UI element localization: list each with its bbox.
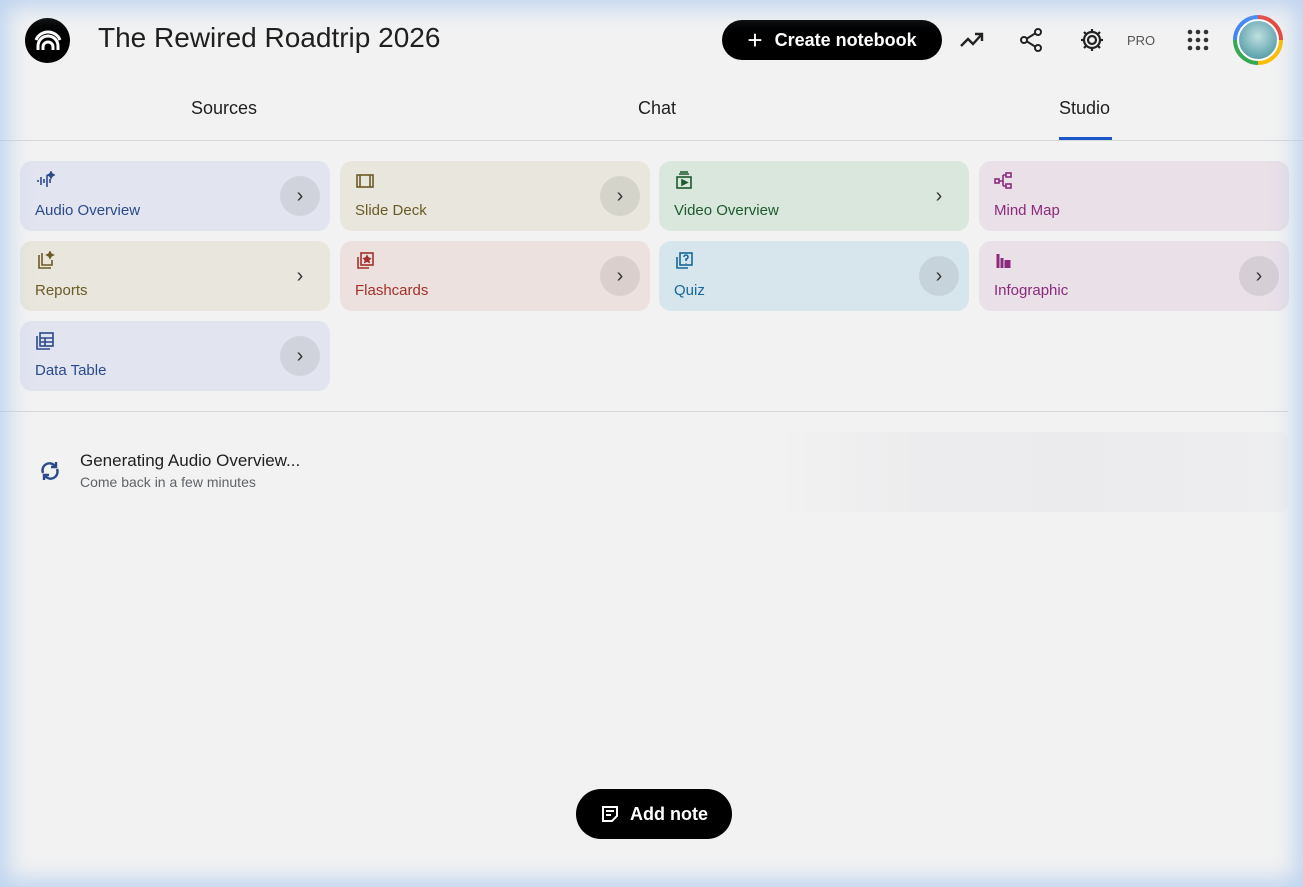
infographic-icon xyxy=(994,251,1014,271)
chevron-right-icon[interactable]: › xyxy=(280,336,320,376)
studio-card-label: Slide Deck xyxy=(355,202,427,219)
studio-card-label: Data Table xyxy=(35,362,107,379)
apps-grid-icon[interactable] xyxy=(1184,26,1212,54)
video-icon xyxy=(674,171,694,191)
chevron-right-icon[interactable]: › xyxy=(1239,256,1279,296)
studio-card-video-overview[interactable]: Video Overview › xyxy=(659,161,969,231)
tab-sources[interactable]: Sources xyxy=(191,98,258,118)
analytics-trend-icon[interactable] xyxy=(958,26,986,54)
tab-divider xyxy=(0,140,1303,141)
mind-map-icon xyxy=(994,171,1014,191)
audio-waveform-sparkle-icon xyxy=(35,170,56,191)
create-notebook-button[interactable]: + Create notebook xyxy=(722,20,942,60)
studio-card-slide-deck[interactable]: Slide Deck › xyxy=(340,161,650,231)
chevron-right-icon[interactable]: › xyxy=(280,176,320,216)
studio-card-label: Flashcards xyxy=(355,282,429,299)
data-table-icon xyxy=(35,331,55,351)
chevron-right-icon[interactable]: › xyxy=(296,264,304,287)
create-notebook-label: Create notebook xyxy=(774,29,917,50)
notebook-title[interactable]: The Rewired Roadtrip 2026 xyxy=(98,22,441,53)
studio-card-label: Quiz xyxy=(674,282,705,299)
active-tab-indicator xyxy=(1059,137,1112,140)
studio-card-flashcards[interactable]: Flashcards › xyxy=(340,241,650,311)
studio-card-infographic[interactable]: Infographic › xyxy=(979,241,1289,311)
sync-loading-icon xyxy=(38,459,62,483)
studio-card-audio-overview[interactable]: Audio Overview › xyxy=(20,161,330,231)
loading-placeholder xyxy=(770,432,1288,512)
chevron-right-icon[interactable]: › xyxy=(600,256,640,296)
studio-card-label: Mind Map xyxy=(994,202,1060,219)
user-avatar[interactable] xyxy=(1233,15,1283,65)
studio-card-label: Video Overview xyxy=(674,202,779,219)
section-divider xyxy=(0,411,1288,412)
reports-icon xyxy=(35,250,55,271)
add-note-button[interactable]: Add note xyxy=(576,789,732,839)
studio-card-label: Infographic xyxy=(994,282,1069,299)
share-icon[interactable] xyxy=(1017,26,1045,54)
settings-gear-icon[interactable] xyxy=(1078,26,1106,54)
tab-studio[interactable]: Studio xyxy=(1059,98,1111,118)
slides-icon xyxy=(355,171,375,191)
flashcards-icon xyxy=(355,251,375,271)
studio-card-label: Reports xyxy=(35,282,88,299)
add-note-label: Add note xyxy=(630,803,708,824)
notebooklm-logo[interactable] xyxy=(25,18,70,63)
plus-icon: + xyxy=(747,25,763,55)
note-icon xyxy=(602,806,618,822)
studio-card-label: Audio Overview xyxy=(35,202,141,219)
quiz-icon xyxy=(674,251,694,271)
generating-title: Generating Audio Overview... xyxy=(80,451,301,470)
tab-chat[interactable]: Chat xyxy=(638,98,677,118)
pro-badge: PRO xyxy=(1127,33,1156,48)
studio-card-data-table[interactable]: Data Table › xyxy=(20,321,330,391)
chevron-right-icon[interactable]: › xyxy=(919,256,959,296)
generating-subtitle: Come back in a few minutes xyxy=(80,474,256,490)
chevron-right-icon[interactable]: › xyxy=(600,176,640,216)
chevron-right-icon[interactable]: › xyxy=(935,184,943,207)
studio-card-quiz[interactable]: Quiz › xyxy=(659,241,969,311)
studio-card-mind-map[interactable]: Mind Map xyxy=(979,161,1289,231)
studio-card-reports[interactable]: Reports › xyxy=(20,241,330,311)
